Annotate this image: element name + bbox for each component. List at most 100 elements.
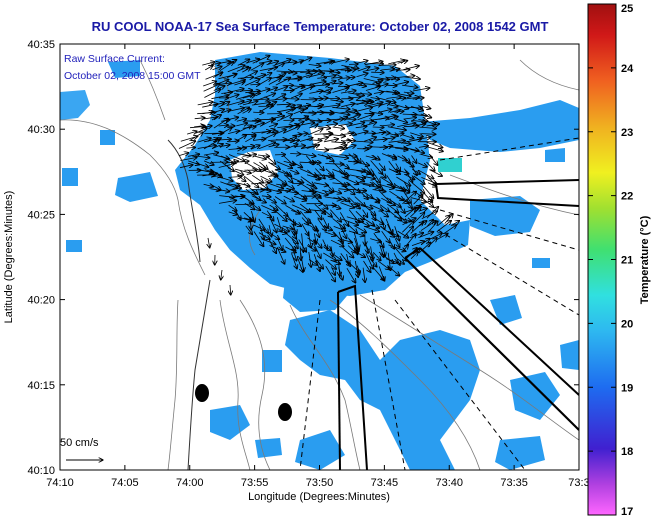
current-vector — [395, 70, 410, 71]
current-vector — [378, 169, 386, 179]
current-vector — [300, 71, 317, 72]
current-time: October 02, 2008 15:00 GMT — [64, 70, 201, 82]
current-vector — [267, 63, 284, 72]
current-vector — [277, 108, 296, 113]
current-vector — [403, 117, 417, 119]
current-vector — [293, 110, 305, 115]
current-vector — [316, 259, 324, 269]
current-vector — [226, 101, 244, 106]
current-vector — [347, 223, 357, 233]
current-vector — [322, 225, 333, 230]
current-vector — [309, 81, 327, 86]
current-vector — [396, 76, 415, 78]
current-vector — [276, 71, 293, 72]
current-vector — [219, 176, 233, 181]
current-vector — [421, 183, 433, 198]
current-vector — [404, 208, 416, 218]
colorbar-label: Temperature (°C) — [639, 215, 651, 304]
y-tick-label: 40:35 — [27, 39, 55, 51]
current-vector — [314, 85, 330, 86]
current-vector — [242, 109, 252, 114]
current-vector — [378, 266, 384, 282]
current-vector — [410, 149, 424, 153]
current-vector — [276, 104, 291, 105]
current-vector — [219, 145, 230, 147]
current-vector — [257, 155, 270, 156]
current-vector — [276, 73, 286, 79]
current-vector — [284, 183, 295, 189]
current-vector — [419, 127, 436, 128]
current-vector — [268, 161, 281, 170]
current-vector — [378, 109, 392, 113]
current-vector — [268, 131, 278, 133]
current-vector — [355, 161, 370, 165]
current-vector — [227, 65, 245, 73]
current-vector — [315, 160, 324, 171]
current-vector — [394, 111, 405, 112]
current-vector — [394, 210, 407, 224]
current-vector — [236, 119, 247, 122]
current-vector — [346, 267, 356, 283]
current-vector — [386, 85, 397, 86]
current-vector — [427, 182, 437, 187]
current-vector — [386, 97, 401, 99]
current-vector — [314, 244, 321, 259]
current-vector — [397, 204, 405, 214]
current-vector — [229, 188, 241, 191]
current-vector — [251, 174, 263, 183]
current-vector — [291, 94, 302, 99]
current-vector — [195, 128, 208, 134]
current-vector — [394, 238, 400, 247]
current-vector — [346, 140, 355, 141]
current-vector — [347, 254, 349, 265]
x-tick-label: 74:05 — [111, 477, 139, 489]
current-vector — [259, 223, 265, 240]
current-vector — [411, 241, 425, 246]
current-vector — [356, 182, 374, 185]
current-vector — [388, 140, 406, 142]
current-vector — [284, 231, 298, 244]
current-vector — [179, 165, 193, 168]
current-vector — [372, 190, 386, 192]
current-vector — [226, 184, 241, 186]
current-vector — [283, 195, 295, 202]
current-vector — [372, 80, 383, 83]
current-vector — [299, 203, 311, 213]
current-vector — [301, 217, 309, 226]
current-vector — [378, 190, 391, 204]
current-vector — [290, 140, 300, 141]
current-vector — [397, 61, 408, 64]
current-vector — [307, 237, 317, 244]
current-vector — [394, 82, 409, 86]
current-vector — [236, 123, 247, 126]
current-vector — [284, 191, 299, 194]
current-vector — [306, 174, 321, 179]
current-vector — [357, 67, 370, 72]
current-vector — [242, 154, 257, 156]
current-vector — [386, 91, 396, 93]
current-vector — [364, 137, 376, 142]
current-vector — [202, 62, 215, 66]
current-vector — [276, 114, 292, 122]
current-vector — [338, 267, 343, 281]
current-vector — [387, 203, 399, 213]
current-vector — [301, 191, 317, 193]
current-vector — [387, 126, 407, 131]
current-vector — [355, 61, 368, 64]
current-vector — [301, 223, 309, 236]
current-vector — [290, 154, 301, 155]
current-vector — [282, 136, 297, 143]
current-vector — [188, 160, 199, 165]
current-vector — [330, 100, 343, 102]
colorbar-tick-label: 24 — [621, 63, 634, 75]
current-vector — [237, 182, 250, 186]
current-vector — [258, 142, 276, 150]
current-vector — [354, 225, 367, 233]
current-vector — [266, 188, 282, 193]
current-vector — [236, 90, 253, 91]
current-vector — [373, 252, 381, 260]
current-vector — [378, 251, 394, 263]
current-vector — [251, 120, 261, 121]
current-vector — [401, 155, 410, 163]
current-vector — [283, 126, 300, 134]
